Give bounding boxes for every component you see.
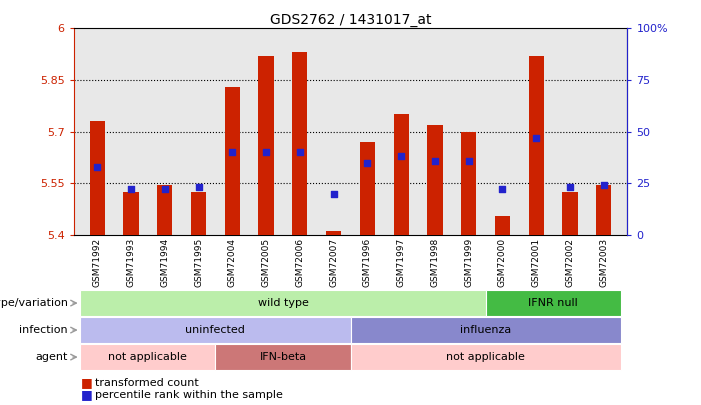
Bar: [123, 192, 139, 235]
Text: influenza: influenza: [460, 325, 511, 335]
Point: [226, 149, 238, 156]
Text: GSM71997: GSM71997: [397, 237, 406, 287]
Bar: [596, 185, 611, 235]
Text: GSM72001: GSM72001: [532, 237, 540, 287]
Point: [159, 186, 170, 193]
Point: [328, 190, 339, 197]
Bar: [529, 56, 544, 235]
Bar: [495, 216, 510, 235]
Text: GSM72006: GSM72006: [295, 237, 304, 287]
Point: [92, 164, 103, 170]
Bar: [393, 115, 409, 235]
Text: not applicable: not applicable: [446, 352, 525, 362]
Text: uninfected: uninfected: [186, 325, 245, 335]
Point: [362, 160, 373, 166]
Text: ■: ■: [81, 388, 93, 401]
Point: [261, 149, 272, 156]
Text: GSM71996: GSM71996: [363, 237, 372, 287]
Bar: [191, 192, 206, 235]
Text: genotype/variation: genotype/variation: [0, 298, 68, 308]
Text: GSM71993: GSM71993: [126, 237, 135, 287]
Text: GSM72005: GSM72005: [261, 237, 271, 287]
Bar: [428, 125, 442, 235]
Bar: [562, 192, 578, 235]
Text: IFNR null: IFNR null: [529, 298, 578, 308]
Point: [497, 186, 508, 193]
Point: [294, 149, 306, 156]
Point: [125, 186, 137, 193]
Point: [395, 153, 407, 160]
Bar: [326, 232, 341, 235]
Text: GSM71999: GSM71999: [464, 237, 473, 287]
Text: agent: agent: [36, 352, 68, 362]
Text: infection: infection: [20, 325, 68, 335]
Bar: [292, 53, 308, 235]
Text: wild type: wild type: [257, 298, 308, 308]
Text: IFN-beta: IFN-beta: [259, 352, 306, 362]
Text: GSM71992: GSM71992: [93, 237, 102, 287]
Text: percentile rank within the sample: percentile rank within the sample: [95, 390, 283, 400]
Text: GSM72004: GSM72004: [228, 237, 237, 286]
Bar: [90, 122, 105, 235]
Text: GSM72000: GSM72000: [498, 237, 507, 287]
Point: [531, 134, 542, 141]
Point: [564, 184, 576, 191]
Bar: [259, 56, 273, 235]
Point: [193, 184, 204, 191]
Title: GDS2762 / 1431017_at: GDS2762 / 1431017_at: [270, 13, 431, 27]
Point: [429, 157, 440, 164]
Bar: [157, 185, 172, 235]
Text: transformed count: transformed count: [95, 378, 198, 388]
Bar: [360, 142, 375, 235]
Text: ■: ■: [81, 376, 93, 389]
Text: GSM71995: GSM71995: [194, 237, 203, 287]
Text: GSM71994: GSM71994: [161, 237, 169, 287]
Bar: [461, 132, 476, 235]
Text: GSM71998: GSM71998: [430, 237, 440, 287]
Text: GSM72002: GSM72002: [566, 237, 575, 286]
Point: [598, 182, 609, 189]
Text: not applicable: not applicable: [109, 352, 187, 362]
Text: GSM72007: GSM72007: [329, 237, 338, 287]
Point: [463, 157, 475, 164]
Bar: [225, 87, 240, 235]
Text: GSM72003: GSM72003: [599, 237, 608, 287]
